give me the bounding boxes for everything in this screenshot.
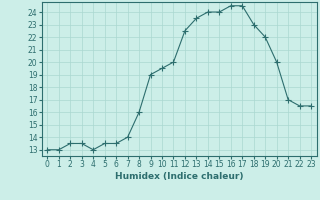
X-axis label: Humidex (Indice chaleur): Humidex (Indice chaleur) (115, 172, 244, 181)
